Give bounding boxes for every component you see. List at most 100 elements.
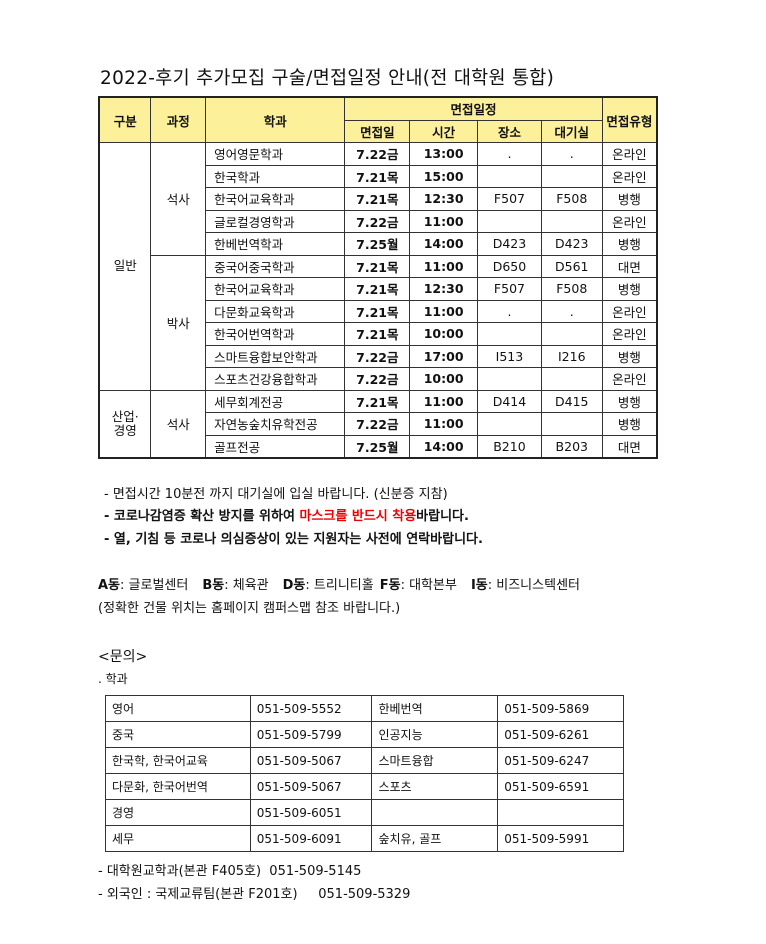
building-code: F동 [379, 578, 401, 593]
dept-cell: 세무회계전공 [205, 389, 346, 413]
header-date: 면접일 [344, 119, 411, 143]
place-cell [477, 412, 542, 436]
contact-row: 경영 051-509-6051 [105, 799, 624, 826]
dept-cell: 스포츠건강융합학과 [205, 367, 346, 391]
dept-cell: 스마트융합보안학과 [205, 344, 346, 368]
type-cell: 병행 [601, 277, 658, 301]
time-cell: 11:00 [409, 412, 479, 436]
waiting-cell: D415 [540, 389, 603, 413]
type-cell: 대면 [601, 254, 658, 278]
table-row: 스마트융합보안학과 7.22금 17:00 I513 I216 병행 [99, 344, 658, 368]
building-name: 대학본부 [409, 578, 457, 593]
interview-schedule-table: 구분 과정 학과 면접일정 면접유형 면접일 시간 장소 대기실 일반 석사 영어영… [98, 96, 658, 459]
inquiry-dept-label: . 학과 [98, 672, 128, 686]
building-item: D동: 트리니티홀 [283, 578, 374, 593]
waiting-cell: . [540, 299, 603, 323]
building-item: B동: 체육관 [202, 578, 268, 593]
building-item: F동: 대학본부 [380, 578, 457, 593]
phone-cell: 051-509-5991 [497, 825, 624, 852]
date-cell: 7.22금 [344, 412, 411, 436]
phone-cell: 051-509-5552 [249, 695, 373, 722]
note-mask: - 코로나감염증 확산 방지를 위하여 마스크를 반드시 착용바랍니다. [104, 505, 469, 524]
phone-cell: 051-509-6091 [249, 825, 373, 852]
dept-cell: 한베번역학과 [205, 232, 346, 256]
date-cell: 7.25월 [344, 232, 411, 256]
note-symptoms: - 열, 기침 등 코로나 의심증상이 있는 지원자는 사전에 연락바랍니다. [104, 532, 483, 547]
table-row: 한국어번역학과 7.21목 10:00 온라인 [99, 322, 658, 346]
note-mask-emphasis: 마스크를 반드시 착용 [299, 509, 417, 524]
waiting-cell: F508 [540, 277, 603, 301]
place-cell [477, 322, 542, 346]
dept-cell: 골프전공 [205, 434, 346, 459]
footer-international: - 외국인 : 국제교류팀(본관 F201호) 051-509-5329 [98, 887, 411, 902]
waiting-cell [540, 412, 603, 436]
place-cell: . [477, 142, 542, 166]
table-row: 한베번역학과 7.25월 14:00 D423 D423 병행 [99, 232, 658, 256]
phone-cell: 051-509-5869 [497, 695, 624, 722]
contact-body: 영어 051-509-5552 한베번역 051-509-5869 중국 051-509-… [105, 695, 624, 852]
date-cell: 7.21목 [344, 187, 411, 211]
page-title: 2022-후기 추가모집 구술/면접일정 안내(전 대학원 통합) [100, 68, 555, 89]
category-label: 산업·경영 [111, 408, 139, 438]
phone-cell: 051-509-6261 [497, 721, 624, 748]
contact-row: 중국 051-509-5799 인공지능 051-509-6261 [105, 721, 624, 748]
building-name: 비즈니스텍센터 [496, 578, 580, 593]
building-name: 트리니티홀 [313, 578, 374, 593]
dept-cell: 한국어교육학과 [205, 277, 346, 301]
type-cell: 온라인 [601, 299, 658, 323]
building-name: 체육관 [232, 578, 269, 593]
course-cell: 석사 [150, 389, 207, 459]
place-cell: F507 [477, 277, 542, 301]
time-cell: 17:00 [409, 344, 479, 368]
dept-cell: 글로컬경영학과 [205, 209, 346, 233]
place-cell: D650 [477, 254, 542, 278]
type-cell: 병행 [601, 232, 658, 256]
time-cell: 11:00 [409, 299, 479, 323]
table-row: 다문화교육학과 7.21목 11:00.. 온라인 [99, 299, 658, 323]
type-cell: 병행 [601, 412, 658, 436]
waiting-cell: I216 [540, 344, 603, 368]
phone-cell: 051-509-5067 [249, 773, 373, 800]
contact-row: 세무 051-509-6091 숲치유, 골프 051-509-5991 [105, 825, 624, 852]
note-mask-text-b: 바랍니다. [416, 509, 469, 524]
waiting-cell: F508 [540, 187, 603, 211]
dept-cell: 숲치유, 골프 [371, 825, 499, 852]
type-cell: 병행 [601, 389, 658, 413]
building-item: I동: 비즈니스텍센터 [471, 578, 580, 593]
time-cell: 10:00 [409, 322, 479, 346]
dept-cell: 스포츠 [371, 773, 499, 800]
dept-cell: 세무 [105, 825, 251, 852]
table-row: 자연농숲치유학전공 7.22금 11:00 병행 [99, 412, 658, 436]
building-separator: : [400, 578, 410, 593]
date-cell: 7.21목 [344, 164, 411, 188]
time-cell: 10:00 [409, 367, 479, 391]
date-cell: 7.21목 [344, 322, 411, 346]
contact-row: 한국학, 한국어교육 051-509-5067 스마트융합 051-509-6247 [105, 747, 624, 774]
type-cell: 온라인 [601, 209, 658, 233]
building-separator: : [487, 578, 497, 593]
building-code: D동 [282, 578, 306, 593]
type-cell: 온라인 [601, 142, 658, 166]
time-cell: 11:00 [409, 254, 479, 278]
building-legend: A동: 글로벌센터 B동: 체육관 D동: 트리니티홀 F동: 대학본부 I동: 비즈니… [98, 574, 594, 593]
date-cell: 7.21목 [344, 254, 411, 278]
type-cell: 온라인 [601, 367, 658, 391]
building-item: A동: 글로벌센터 [98, 578, 188, 593]
course-cell: 석사 [150, 142, 207, 256]
schedule-body: 일반 석사 영어영문학과 7.22금 13:00.. 온라인 한국학과 7.21목 15:00 온… [98, 142, 658, 459]
header-waiting: 대기실 [540, 119, 603, 143]
time-cell: 12:30 [409, 277, 479, 301]
phone-cell: 051-509-6247 [497, 747, 624, 774]
header-time: 시간 [409, 119, 479, 143]
time-cell: 13:00 [409, 142, 479, 166]
header-dept: 학과 [205, 96, 346, 143]
time-cell: 11:00 [409, 389, 479, 413]
dept-cell [371, 799, 499, 826]
dept-cell: 한베번역 [371, 695, 499, 722]
type-cell: 온라인 [601, 322, 658, 346]
waiting-cell: . [540, 142, 603, 166]
type-cell: 대면 [601, 434, 658, 459]
dept-cell: 영어영문학과 [205, 142, 346, 166]
type-cell: 병행 [601, 187, 658, 211]
building-code: I동 [470, 578, 488, 593]
